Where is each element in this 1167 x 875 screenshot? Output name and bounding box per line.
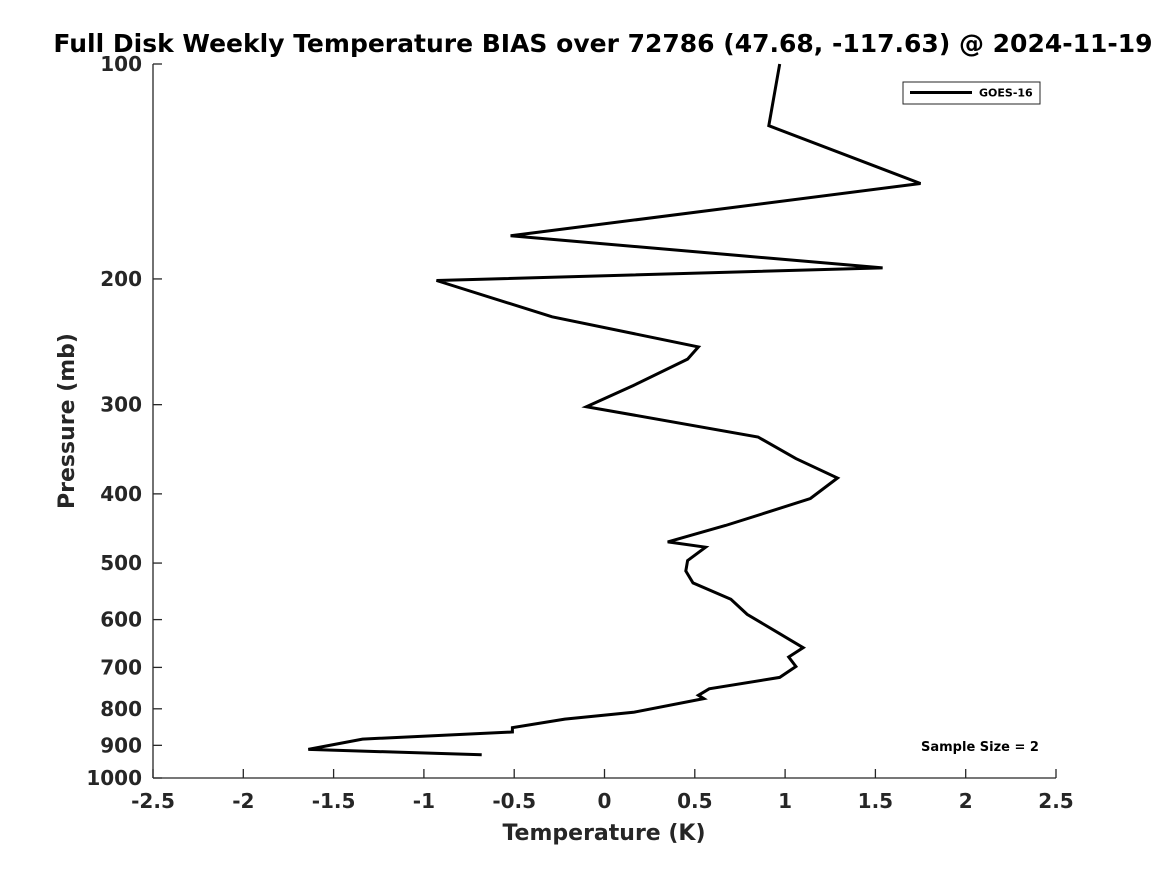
plot-axes [152,64,1056,779]
x-ticks: -2.5 -2 -1.5 -1 -0.5 0 0.5 1 1.5 2 2.5 [131,769,1074,813]
y-tick-label: 900 [100,733,142,757]
y-tick-label: 400 [100,482,142,506]
x-tick-label: 0.5 [677,789,712,813]
x-tick-label: 1 [778,789,792,813]
x-tick-label: -1.5 [312,789,356,813]
y-ticks: 100 200 300 400 500 600 700 800 900 1000 [86,52,162,790]
chart-title: Full Disk Weekly Temperature BIAS over 7… [53,29,1152,58]
y-tick-label: 600 [100,608,142,632]
y-tick-label: 1000 [86,766,142,790]
y-tick-label: 100 [100,52,142,76]
x-tick-label: 0 [598,789,612,813]
legend-label-goes-16: GOES-16 [979,87,1033,100]
legend: GOES-16 [902,81,1041,105]
x-tick-label: 2 [959,789,973,813]
x-tick-label: -1 [413,789,435,813]
x-tick-label: -2.5 [131,789,175,813]
y-tick-label: 300 [100,393,142,417]
sample-size-annotation: Sample Size = 2 [921,740,1039,755]
y-axis-label: Pressure (mb) [55,333,80,509]
series-layer [308,63,922,757]
x-tick-label: -0.5 [492,789,536,813]
y-tick-label: 800 [100,697,142,721]
x-tick-label: 2.5 [1038,789,1073,813]
x-axis-label: Temperature (K) [502,821,705,846]
y-tick-label: 700 [100,655,142,679]
y-tick-label: 500 [100,551,142,575]
y-tick-label: 200 [100,267,142,291]
x-tick-label: -2 [232,789,254,813]
x-tick-label: 1.5 [858,789,893,813]
series-line-goes-16 [308,63,922,757]
